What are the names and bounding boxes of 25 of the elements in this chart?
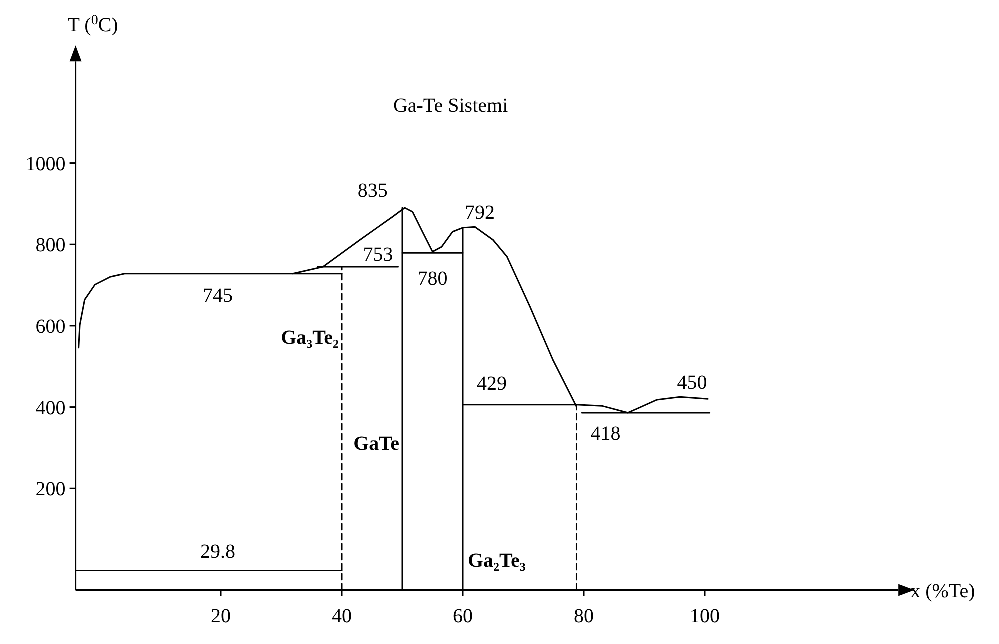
y-tick-label: 600 <box>36 316 66 338</box>
y-tick-label: 800 <box>36 234 66 257</box>
y-tick-label: 1000 <box>26 153 66 176</box>
annotation: 792 <box>465 202 495 224</box>
annotation: 745 <box>202 284 233 307</box>
y-tick-label: 200 <box>36 478 66 501</box>
annotation: Ga₃Te₂ <box>281 326 339 349</box>
x-tick-label: 80 <box>574 605 594 628</box>
annotation: 29.8 <box>200 540 236 563</box>
x-tick-label: 40 <box>332 605 352 628</box>
y-axis-title: T ($^{0}$C) <box>68 13 118 37</box>
annotation: 418 <box>590 422 621 445</box>
x-tick-label: 60 <box>453 605 473 628</box>
text: Ga-Te Sistemi <box>393 95 509 117</box>
annotation: Ga₂Te₃ <box>468 550 526 572</box>
annotation: 835 <box>358 180 388 202</box>
annotation: 753 <box>363 244 394 266</box>
x-axis-title: x (%Te) <box>910 580 976 602</box>
y-tick-label: 400 <box>36 397 66 420</box>
annotation: 450 <box>677 372 708 394</box>
annotation: GaTe <box>354 433 400 456</box>
x-tick-label: 100 <box>690 605 720 628</box>
annotation: 429 <box>477 372 508 395</box>
x-tick-label: 20 <box>211 605 231 628</box>
annotation: 780 <box>418 268 448 290</box>
